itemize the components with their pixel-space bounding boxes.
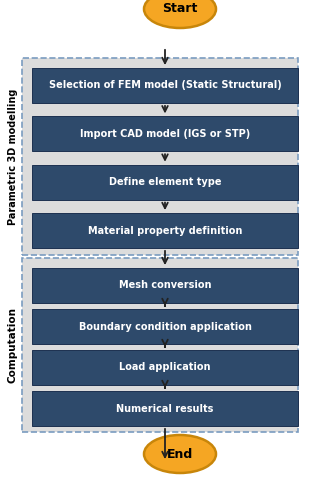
FancyBboxPatch shape (32, 164, 298, 200)
FancyBboxPatch shape (22, 258, 298, 432)
Text: Computation: Computation (8, 307, 18, 383)
Text: Mesh conversion: Mesh conversion (119, 280, 211, 290)
FancyBboxPatch shape (32, 309, 298, 344)
Text: Import CAD model (IGS or STP): Import CAD model (IGS or STP) (80, 129, 250, 139)
Text: End: End (167, 448, 193, 460)
FancyBboxPatch shape (32, 350, 298, 385)
FancyBboxPatch shape (32, 268, 298, 303)
Text: Start: Start (162, 2, 198, 16)
FancyBboxPatch shape (32, 391, 298, 426)
Text: Boundary condition application: Boundary condition application (78, 322, 251, 332)
Ellipse shape (144, 435, 216, 473)
Text: Parametric 3D modelling: Parametric 3D modelling (8, 88, 18, 224)
FancyBboxPatch shape (22, 58, 298, 255)
Text: Define element type: Define element type (109, 177, 221, 187)
Text: Numerical results: Numerical results (116, 404, 214, 413)
FancyBboxPatch shape (32, 213, 298, 248)
Text: Selection of FEM model (Static Structural): Selection of FEM model (Static Structura… (48, 80, 281, 90)
FancyBboxPatch shape (32, 68, 298, 103)
FancyBboxPatch shape (32, 116, 298, 152)
Text: Material property definition: Material property definition (88, 226, 242, 235)
Ellipse shape (144, 0, 216, 28)
Text: Load application: Load application (119, 362, 211, 372)
